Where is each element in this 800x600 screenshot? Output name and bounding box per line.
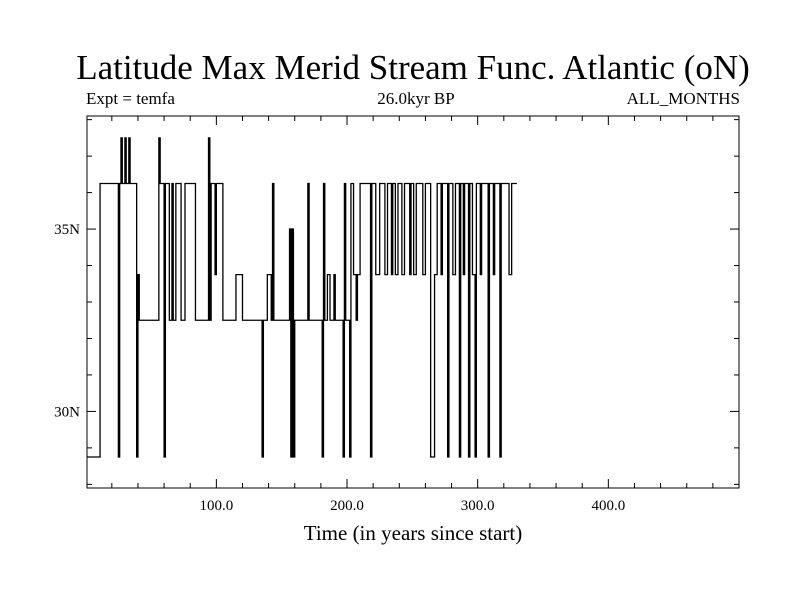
x-axis-label: Time (in years since start) [304, 521, 523, 545]
x-tick-label: 300.0 [461, 498, 495, 514]
x-tick-label: 400.0 [591, 498, 625, 514]
chart-title: Latitude Max Merid Stream Func. Atlantic… [76, 48, 750, 87]
x-tick-label: 100.0 [199, 498, 233, 514]
x-tick-label: 200.0 [330, 498, 364, 514]
series-line-1 [87, 137, 517, 458]
experiment-label: Expt = temfa [86, 89, 175, 108]
period-label: 26.0kyr BP [377, 89, 455, 108]
months-label: ALL_MONTHS [626, 89, 740, 108]
y-tick-label: 35N [54, 222, 80, 238]
y-tick-label: 30N [54, 404, 80, 420]
